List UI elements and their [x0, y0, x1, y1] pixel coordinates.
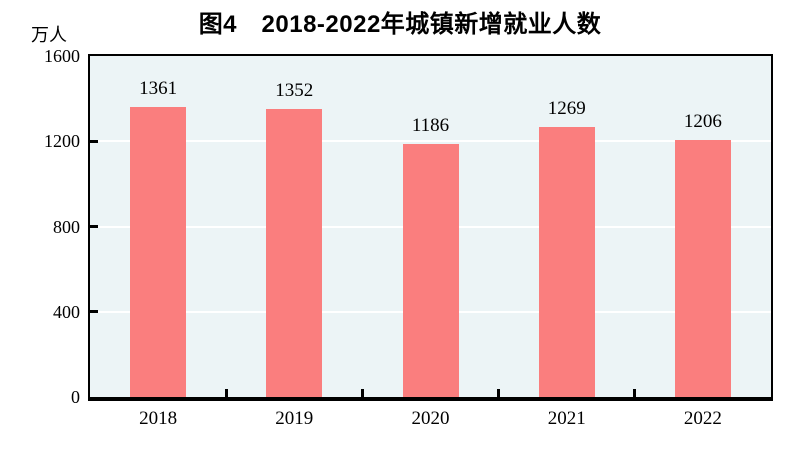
x-axis-tick-label: 2021: [547, 408, 586, 429]
x-axis-tick-label: 2022: [683, 408, 722, 429]
y-axis-tick: [90, 225, 98, 228]
y-axis-tick: [90, 139, 98, 143]
bar-value-label: 1186: [411, 115, 450, 137]
bar-value-label: 1269: [547, 97, 586, 119]
bar-2021: [538, 126, 595, 397]
bar-2018: [130, 106, 187, 397]
x-axis-tick-label: 2018: [139, 408, 178, 429]
bar-2019: [266, 108, 323, 397]
y-axis-tick-label: 1200: [44, 131, 80, 152]
x-axis-tick-label: 2020: [411, 408, 450, 429]
x-axis-tick: [497, 389, 501, 397]
x-axis-tick: [224, 389, 228, 397]
bar-2022: [674, 139, 731, 397]
y-axis-unit-label: 万人: [31, 25, 67, 45]
x-axis-tick: [360, 389, 364, 397]
bar-value-label: 1206: [683, 110, 722, 132]
x-axis-tick: [633, 389, 637, 397]
chart-title: 图4 2018-2022年城镇新增就业人数: [198, 11, 602, 38]
bar-value-label: 1361: [139, 77, 178, 99]
bar-2020: [402, 144, 459, 397]
x-axis-tick-label: 2019: [275, 408, 314, 429]
bar-value-label: 1352: [275, 79, 314, 101]
y-axis-tick-label: 0: [71, 387, 80, 407]
y-axis-tick-label: 1600: [44, 46, 80, 66]
plot-area: 1361 1352 1186 1269 1206: [88, 54, 773, 401]
gridline-1200: [90, 140, 771, 143]
y-axis-tick: [90, 310, 98, 314]
y-axis-tick-label: 400: [53, 301, 80, 322]
y-axis-tick-label: 800: [53, 216, 80, 237]
